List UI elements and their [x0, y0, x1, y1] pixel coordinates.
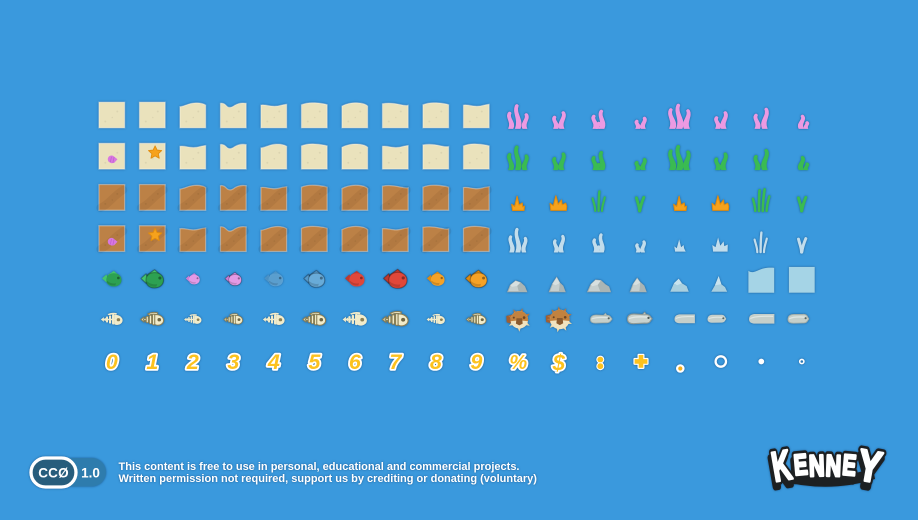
- svg-text:E: E: [793, 449, 809, 482]
- svg-text:3: 3: [227, 350, 239, 374]
- svg-text:9: 9: [470, 350, 482, 374]
- svg-text:N: N: [808, 448, 825, 483]
- svg-text:2: 2: [186, 350, 199, 374]
- svg-text:E: E: [793, 449, 809, 482]
- svg-text:1.0: 1.0: [81, 466, 100, 481]
- svg-text:CCØ: CCØ: [38, 466, 69, 481]
- svg-text:N: N: [823, 454, 840, 489]
- svg-text:N: N: [825, 448, 842, 483]
- svg-text:N: N: [807, 454, 824, 489]
- svg-text:5: 5: [308, 350, 321, 374]
- svg-text:E: E: [791, 454, 807, 487]
- svg-text:E: E: [840, 455, 856, 488]
- svg-text:8: 8: [430, 350, 442, 374]
- svg-text:E: E: [841, 449, 857, 482]
- svg-text:$: $: [552, 351, 566, 376]
- svg-text:N: N: [808, 448, 825, 483]
- svg-text:4: 4: [267, 350, 280, 374]
- svg-text:0: 0: [106, 350, 118, 374]
- svg-text:N: N: [825, 448, 842, 483]
- svg-text:This content is free to use in: This content is free to use in personal,…: [119, 461, 520, 473]
- svg-text:7: 7: [389, 350, 402, 374]
- svg-text:1: 1: [146, 350, 158, 374]
- svg-text:E: E: [841, 449, 857, 482]
- svg-text:6: 6: [349, 350, 362, 374]
- svg-text:Written permission not require: Written permission not required, support…: [119, 473, 538, 485]
- svg-text:%: %: [509, 352, 527, 374]
